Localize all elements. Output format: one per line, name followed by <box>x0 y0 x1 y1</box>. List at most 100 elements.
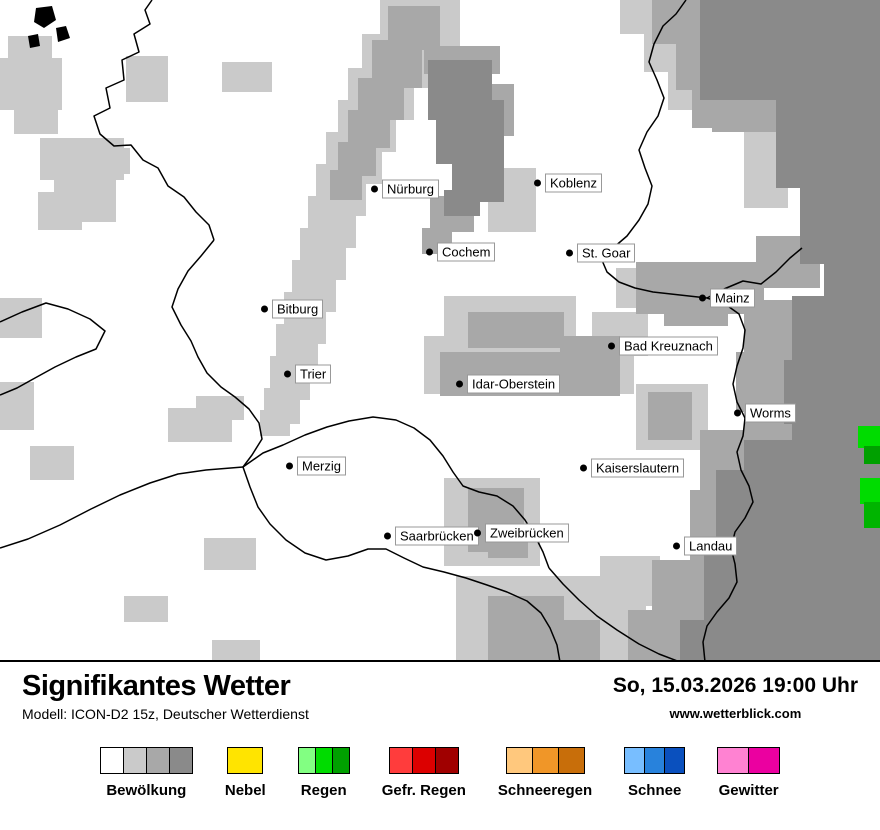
legend: Bewölkung Nebel Regen Gefr. Regen Schneerege… <box>22 747 858 799</box>
model-info: Modell: ICON-D2 15z, Deutscher Wetterdie… <box>22 706 309 722</box>
legend-label: Nebel <box>224 782 266 799</box>
cloud-area-dark <box>800 180 880 264</box>
cloud-area-light <box>212 640 260 660</box>
weather-map: Nürburg Koblenz Cochem St. Goar Bitburg Mainz… <box>0 0 880 662</box>
city-marker: St. Goar <box>566 243 636 263</box>
city-label: Nürburg <box>382 179 439 199</box>
city-dot-icon <box>699 294 706 302</box>
cloud-area-dark <box>792 296 880 368</box>
legend-swatch-row <box>297 747 350 774</box>
city-dot-icon <box>734 409 741 417</box>
city-marker: Bad Kreuznach <box>608 336 718 356</box>
cloud-area-dark <box>680 620 740 660</box>
legend-label: Gewitter <box>718 782 779 799</box>
legend-swatch-row <box>388 747 459 774</box>
city-label: Cochem <box>437 242 496 262</box>
cloud-area-medium <box>648 392 692 440</box>
legend-group: Nebel <box>225 747 266 799</box>
legend-swatch <box>434 747 459 774</box>
legend-swatch <box>314 747 333 774</box>
city-marker: Koblenz <box>534 173 602 193</box>
cloud-area-dark <box>784 360 880 424</box>
city-marker: Landau <box>673 536 738 556</box>
border-mark <box>34 6 56 28</box>
cloud-area-medium <box>544 620 600 660</box>
rain-area <box>858 426 880 448</box>
legend-label: Schnee <box>627 782 682 799</box>
border-line <box>171 239 263 468</box>
city-marker: Worms <box>734 403 796 423</box>
cloud-area-light <box>222 62 272 92</box>
cloud-area-medium <box>736 352 784 412</box>
footer: Signifikantes Wetter Modell: ICON-D2 15z… <box>0 662 880 799</box>
border-line <box>0 466 244 549</box>
city-marker: Cochem <box>426 242 496 262</box>
city-label: Merzig <box>297 456 347 476</box>
city-dot-icon <box>580 464 587 472</box>
city-label: Worms <box>745 403 796 423</box>
legend-swatch <box>227 747 264 774</box>
city-label: Mainz <box>710 288 755 308</box>
legend-swatch-row <box>227 747 264 774</box>
cloud-area-medium <box>744 300 800 360</box>
title-block: Signifikantes Wetter Modell: ICON-D2 15z… <box>22 670 309 722</box>
legend-swatch <box>748 747 781 774</box>
border-layer <box>0 0 803 660</box>
legend-swatch <box>624 747 646 774</box>
city-marker: Mainz <box>699 288 755 308</box>
legend-swatch <box>145 747 170 774</box>
legend-swatch <box>388 747 413 774</box>
legend-group: Gefr. Regen <box>382 747 466 799</box>
city-marker: Zweibrücken <box>474 523 569 543</box>
city-dot-icon <box>286 462 293 470</box>
legend-swatch <box>505 747 533 774</box>
city-dot-icon <box>284 370 291 378</box>
legend-label: Regen <box>300 782 347 799</box>
cloud-area-light <box>0 58 62 110</box>
cloud-area-light <box>600 556 660 606</box>
legend-swatch <box>297 747 316 774</box>
city-marker: Saarbrücken <box>384 526 479 546</box>
rain-area <box>864 446 880 464</box>
legend-swatch-row <box>505 747 585 774</box>
legend-swatch <box>411 747 436 774</box>
city-dot-icon <box>384 532 391 540</box>
border-line <box>548 567 677 660</box>
forecast-datetime: So, 15.03.2026 19:00 Uhr <box>612 674 858 697</box>
border-mark <box>56 26 70 42</box>
city-label: Kaiserslautern <box>591 458 685 478</box>
legend-group: Schnee <box>624 747 686 799</box>
legend-swatch <box>331 747 350 774</box>
legend-group: Schneeregen <box>498 747 592 799</box>
city-marker: Nürburg <box>371 179 439 199</box>
datetime-block: So, 15.03.2026 19:00 Uhr www.wetterblick… <box>613 674 858 721</box>
city-label: Bad Kreuznach <box>619 336 718 356</box>
city-label: Bitburg <box>272 299 324 319</box>
legend-swatch <box>717 747 750 774</box>
cloud-area-dark <box>776 92 880 188</box>
city-dot-icon <box>673 542 680 550</box>
border-line <box>0 302 106 396</box>
cloud-area-light <box>38 192 82 230</box>
city-marker: Bitburg <box>261 299 324 319</box>
city-marker: Merzig <box>286 456 347 476</box>
legend-group: Bewölkung <box>99 747 193 799</box>
cloud-area-medium <box>712 96 776 132</box>
legend-swatch <box>168 747 193 774</box>
footer-header: Signifikantes Wetter Modell: ICON-D2 15z… <box>22 670 858 722</box>
cloud-area-dark <box>700 0 880 100</box>
cloud-area-medium <box>348 110 390 148</box>
border-line <box>93 0 215 241</box>
city-marker: Trier <box>284 364 332 384</box>
legend-label: Bewölkung <box>106 782 187 799</box>
cloud-area-light <box>0 382 34 430</box>
cloud-area-light <box>14 108 58 134</box>
city-dot-icon <box>426 248 433 256</box>
city-dot-icon <box>474 529 481 537</box>
cloud-area-light <box>260 410 290 436</box>
border-line <box>242 416 550 569</box>
legend-swatch <box>664 747 686 774</box>
legend-swatch <box>531 747 559 774</box>
cloud-area-light <box>196 396 244 420</box>
legend-swatch <box>122 747 147 774</box>
